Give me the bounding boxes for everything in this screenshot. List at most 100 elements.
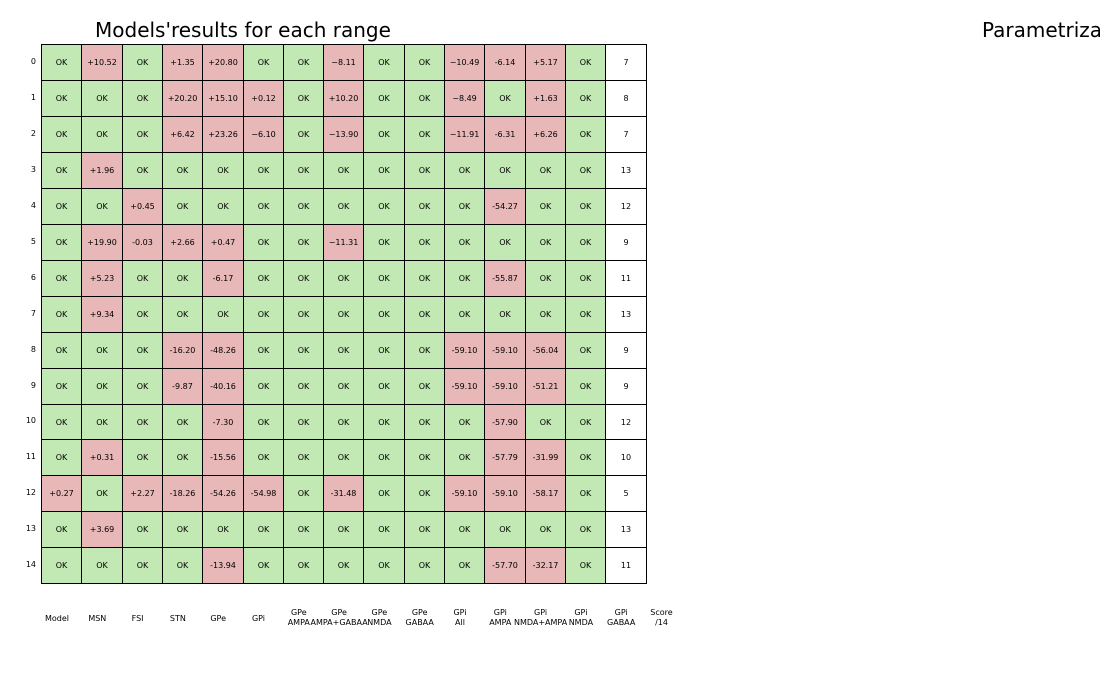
table-cell: OK	[404, 547, 445, 584]
table-cell: OK	[565, 44, 606, 81]
table-cell: +20.20	[162, 80, 203, 117]
table-cell: OK	[283, 547, 324, 584]
table-cell: OK	[444, 224, 485, 261]
table-cell: OK	[363, 404, 405, 440]
table-cell: OK	[122, 368, 163, 405]
table-cell: -16.20	[162, 332, 203, 369]
score-cell: 13	[605, 511, 647, 548]
table-cell: -55.87	[484, 260, 526, 297]
chart-title: Models'results for each range	[95, 18, 391, 42]
table-cell: OK	[444, 260, 485, 297]
score-cell: 10	[605, 439, 647, 476]
table-cell: OK	[525, 224, 566, 261]
table-cell: OK	[283, 296, 324, 333]
table-cell: OK	[162, 511, 203, 548]
column-label: GPe AMPA+GABAA	[310, 608, 368, 627]
table-cell: OK	[41, 224, 82, 261]
table-cell: OK	[363, 332, 405, 369]
table-cell: OK	[363, 547, 405, 584]
table-cell: -18.26	[162, 475, 203, 512]
table-cell: OK	[404, 260, 445, 297]
table-cell: -7.30	[202, 404, 244, 440]
table-cell: OK	[363, 188, 405, 225]
table-cell: OK	[243, 224, 284, 261]
table-cell: OK	[323, 188, 364, 225]
table-cell: OK	[202, 152, 244, 189]
table-cell: OK	[81, 475, 123, 512]
table-cell: OK	[41, 116, 82, 153]
column-label: STN	[169, 614, 186, 623]
table-cell: OK	[41, 296, 82, 333]
table-cell: OK	[565, 332, 606, 369]
table-cell: −11.31	[323, 224, 364, 261]
table-cell: OK	[363, 511, 405, 548]
table-cell: OK	[444, 152, 485, 189]
table-cell: OK	[323, 152, 364, 189]
table-cell: OK	[122, 80, 163, 117]
table-cell: OK	[41, 511, 82, 548]
table-cell: +9.34	[81, 296, 123, 333]
table-cell: OK	[565, 404, 606, 440]
row-label: 12	[25, 488, 36, 498]
table-cell: OK	[323, 404, 364, 440]
table-cell: OK	[363, 44, 405, 81]
table-cell: +10.20	[323, 80, 364, 117]
table-cell: OK	[404, 404, 445, 440]
table-cell: -54.27	[484, 188, 526, 225]
table-cell: OK	[122, 332, 163, 369]
table-cell: -54.98	[243, 475, 284, 512]
table-cell: OK	[363, 80, 405, 117]
table-cell: OK	[81, 547, 123, 584]
table-cell: −6.10	[243, 116, 284, 153]
table-cell: -9.87	[162, 368, 203, 405]
score-cell: 5	[605, 475, 647, 512]
table-cell: -59.10	[444, 368, 485, 405]
table-cell: OK	[565, 368, 606, 405]
table-cell: OK	[484, 80, 526, 117]
table-cell: OK	[444, 511, 485, 548]
table-cell: OK	[363, 368, 405, 405]
score-cell: 9	[605, 224, 647, 261]
table-cell: +23.26	[202, 116, 244, 153]
table-cell: -6.14	[484, 44, 526, 81]
table-cell: OK	[202, 188, 244, 225]
table-cell: OK	[565, 188, 606, 225]
table-cell: -58.17	[525, 475, 566, 512]
table-cell: OK	[565, 475, 606, 512]
table-cell: -57.70	[484, 547, 526, 584]
table-cell: OK	[484, 152, 526, 189]
table-cell: OK	[162, 404, 203, 440]
table-cell: OK	[81, 368, 123, 405]
table-cell: −13.90	[323, 116, 364, 153]
row-label: 3	[30, 164, 36, 174]
table-cell: OK	[404, 152, 445, 189]
table-cell: OK	[122, 404, 163, 440]
table-cell: OK	[404, 368, 445, 405]
table-cell: OK	[484, 511, 526, 548]
row-label: 13	[25, 524, 36, 534]
column-label: GPi	[251, 614, 266, 623]
table-cell: OK	[283, 439, 324, 476]
table-cell: OK	[565, 439, 606, 476]
table-cell: -57.90	[484, 404, 526, 440]
table-cell: OK	[525, 404, 566, 440]
table-cell: OK	[243, 404, 284, 440]
table-cell: +1.63	[525, 80, 566, 117]
table-cell: OK	[323, 439, 364, 476]
table-cell: OK	[404, 224, 445, 261]
table-cell: OK	[122, 152, 163, 189]
table-cell: +1.96	[81, 152, 123, 189]
table-cell: OK	[41, 547, 82, 584]
table-cell: OK	[41, 260, 82, 297]
table-cell: OK	[162, 547, 203, 584]
table-cell: OK	[565, 296, 606, 333]
score-cell: 7	[605, 116, 647, 153]
table-cell: OK	[202, 511, 244, 548]
table-cell: OK	[404, 475, 445, 512]
table-cell: OK	[81, 116, 123, 153]
table-cell: -59.10	[484, 368, 526, 405]
table-cell: OK	[162, 152, 203, 189]
table-cell: OK	[363, 116, 405, 153]
column-label: MSN	[88, 614, 107, 623]
table-cell: OK	[283, 475, 324, 512]
